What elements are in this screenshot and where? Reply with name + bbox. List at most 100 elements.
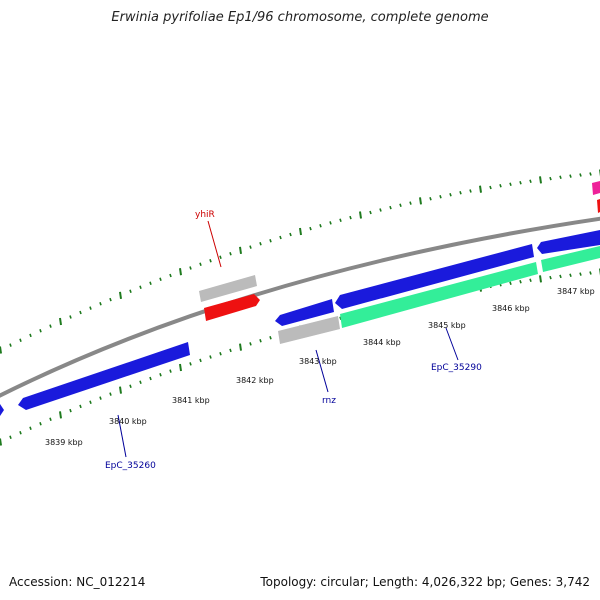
map-title: Erwinia pyrifoliae Ep1/96 chromosome, co… [111,10,489,25]
outer-ring-minor-tick [569,174,572,178]
tick-label-3840: 3840 kbp [109,417,147,426]
inner-ring-minor-tick [259,339,262,343]
outer-ring-minor-tick [559,175,562,180]
EpC_35260-leader [117,414,127,458]
outer-ring-major-tick [59,317,62,326]
outer-ring-minor-tick [199,262,202,267]
outer-ring-minor-tick [339,218,342,222]
outer-ring-minor-tick [459,191,462,195]
inner-ring-minor-tick [519,279,522,284]
inner-ring-major-tick [539,275,542,283]
outer-ring-major-tick [0,346,2,354]
inner-ring-minor-tick [79,404,82,409]
outer-ring-minor-tick [309,226,312,231]
inner-ring-minor-tick [69,408,72,413]
accession-text: Accession: NC_012214 [9,575,146,589]
outer-ring-major-tick [359,211,362,219]
outer-ring-minor-tick [79,310,82,315]
tick-label-3842: 3842 kbp [236,376,274,385]
outer-ring-minor-tick [439,194,442,199]
outer-ring-minor-tick [469,189,472,193]
tick-label-3843: 3843 kbp [299,357,337,366]
inner-ring-minor-tick [129,384,132,388]
outer-ring-minor-tick [589,172,592,176]
gene-label-EpC_35290[interactable]: EpC_35290 [431,363,482,373]
outer-ring-minor-tick [99,302,102,306]
inner-ring-minor-tick [99,396,102,400]
inner-ring-minor-tick [229,348,232,353]
inner-ring-minor-tick [549,275,552,280]
inner-ring-minor-tick [509,281,512,285]
outer-ring-minor-tick [549,176,552,181]
inner-ring-minor-tick [39,421,42,426]
rnz-leader [315,349,329,393]
inner-ring-major-tick [0,438,2,446]
outer-ring-minor-tick [159,277,162,282]
tick-label-3845: 3845 kbp [428,321,466,330]
inner-ring-major-tick [59,411,62,419]
outer-ring-minor-tick [329,221,332,225]
outer-ring-minor-tick [289,232,292,237]
gray-feature-rnz[interactable] [278,316,340,344]
outer-ring-major-tick [179,268,182,276]
gene-label-yhiR[interactable]: yhiR [195,210,215,220]
inner-ring-minor-tick [529,278,532,283]
outer-ring-minor-tick [139,285,142,289]
teal-cds-EpC_35290[interactable] [340,262,538,328]
outer-ring-minor-tick [489,185,492,190]
teal-cds-right[interactable] [541,246,600,272]
outer-ring-minor-tick [389,205,392,210]
outer-ring-minor-tick [379,208,382,212]
blue-cds-EpC_35260[interactable] [18,342,190,410]
gene-label-rnz[interactable]: rnz [322,396,336,406]
outer-ring-major-tick [239,246,242,255]
inner-ring-minor-tick [19,430,22,435]
outer-ring-minor-tick [249,245,252,249]
inner-ring-minor-tick [219,351,222,356]
inner-ring-minor-tick [49,417,52,422]
outer-ring-minor-tick [129,289,132,294]
blue-cds-rnz-upper[interactable] [275,299,334,326]
inner-ring-minor-tick [29,426,32,430]
outer-ring-major-tick [479,185,482,193]
tick-label-3841: 3841 kbp [172,396,210,405]
inner-ring-minor-tick [159,373,162,377]
outer-ring-minor-tick [319,223,322,228]
outer-ring-minor-tick [229,252,232,256]
outer-ring-minor-tick [9,343,12,347]
outer-ring-minor-tick [409,201,412,205]
tick-label-3847: 3847 kbp [557,287,595,296]
red-feature-yhiR[interactable] [204,294,260,321]
outer-ring-major-tick [419,197,422,205]
outer-ring-minor-tick [89,306,92,310]
gray-feature-yhiR[interactable] [199,275,257,302]
inner-ring-minor-tick [579,272,582,276]
inner-ring-minor-tick [569,273,572,277]
inner-ring-minor-tick [89,400,92,404]
inner-ring-minor-tick [269,336,272,340]
outer-ring-minor-tick [209,259,212,263]
outer-ring-minor-tick [279,235,282,240]
outer-ring-minor-tick [169,273,172,278]
outer-ring-minor-tick [39,328,42,333]
red-feature-edge[interactable] [597,199,600,213]
pink-feature[interactable] [592,181,600,195]
blue-cds-right-upper[interactable] [537,230,600,254]
outer-ring-major-tick [539,176,542,184]
tick-label-3844: 3844 kbp [363,338,401,347]
outer-ring-minor-tick [399,203,402,208]
outer-ring-minor-tick [429,197,432,201]
inner-ring-minor-tick [9,435,12,440]
outer-ring-minor-tick [449,193,452,197]
inner-ring-major-tick [239,343,242,351]
inner-ring-minor-tick [209,355,212,359]
outer-ring-minor-tick [269,238,272,243]
EpC_35290-leader [445,327,459,361]
blue-cds-left-edge[interactable] [0,404,4,416]
blue-cds-long[interactable] [335,244,534,309]
gene-label-EpC_35260[interactable]: EpC_35260 [105,461,156,471]
outer-ring-minor-tick [19,338,22,342]
genome-summary-text: Topology: circular; Length: 4,026,322 bp… [260,575,590,589]
inner-ring-minor-tick [139,380,142,385]
